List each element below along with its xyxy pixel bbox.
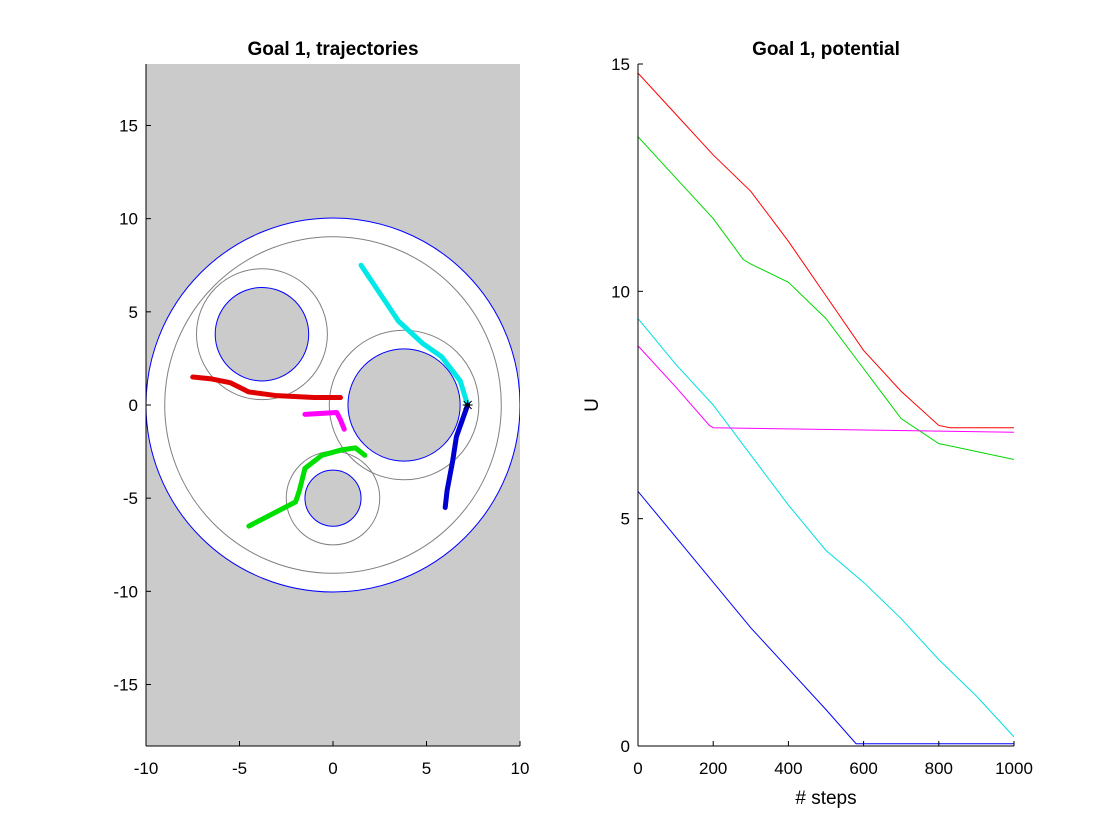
x-tick-label: 5 (422, 759, 431, 778)
trajectories-title: Goal 1, trajectories (247, 39, 418, 60)
y-tick-label: -5 (123, 489, 138, 508)
potential-y-axis-label: U (582, 398, 603, 412)
x-tick-label: 0 (328, 759, 337, 778)
y-tick-label: 0 (129, 396, 138, 415)
potential-line (638, 491, 1014, 745)
x-tick-label: 1000 (995, 759, 1033, 778)
potential-panel: Goal 1, potential 0 200 400 600 800 1000 0 5 10 1… (582, 39, 1033, 809)
trajectory-line (302, 409, 347, 432)
y-tick-label: 5 (129, 303, 138, 322)
trajectory-line (190, 374, 343, 401)
y-tick-label: 0 (621, 737, 630, 756)
potential-line (638, 136, 1014, 461)
x-tick-label: 600 (849, 759, 877, 778)
y-tick-label: 10 (119, 210, 138, 229)
goal-marker (462, 400, 473, 410)
x-tick-label: 200 (699, 759, 727, 778)
obstacle-ring (195, 268, 328, 401)
trajectories-plot-area (146, 64, 520, 746)
potential-axes: 0 200 400 600 800 1000 0 5 10 15 (611, 55, 1033, 778)
potential-plot-area (638, 72, 1014, 745)
potential-line (638, 345, 1014, 433)
x-tick-label: 400 (774, 759, 802, 778)
x-tick-label: 10 (511, 759, 530, 778)
obstacle-disk (214, 286, 310, 382)
trajectory-line (246, 445, 368, 529)
trajectory-line (358, 262, 471, 408)
x-tick-label: 800 (925, 759, 953, 778)
obstacle-disk (347, 348, 461, 462)
potential-title: Goal 1, potential (752, 39, 900, 60)
trajectories-panel: Goal 1, trajectories -10 -5 0 5 10 -15 -10 -5 0 5… (113, 39, 529, 778)
obstacle-disk (304, 469, 362, 527)
x-tick-label: -10 (134, 759, 159, 778)
y-tick-label: -10 (113, 582, 138, 601)
y-tick-label: 15 (611, 55, 630, 74)
y-tick-label: -15 (113, 676, 138, 695)
potential-line (638, 318, 1014, 738)
trajectories-axes: -10 -5 0 5 10 -15 -10 -5 0 5 10 15 (113, 64, 529, 778)
potential-line (638, 72, 1014, 429)
y-tick-label: 5 (621, 510, 630, 529)
y-tick-label: 15 (119, 116, 138, 135)
obstacle-ring (328, 329, 480, 481)
x-tick-label: 0 (633, 759, 642, 778)
x-tick-label: -5 (232, 759, 247, 778)
potential-x-axis-label: # steps (795, 788, 856, 809)
trajectory-line (442, 402, 471, 510)
workspace-inner-ring (164, 236, 502, 574)
y-tick-label: 10 (611, 282, 630, 301)
